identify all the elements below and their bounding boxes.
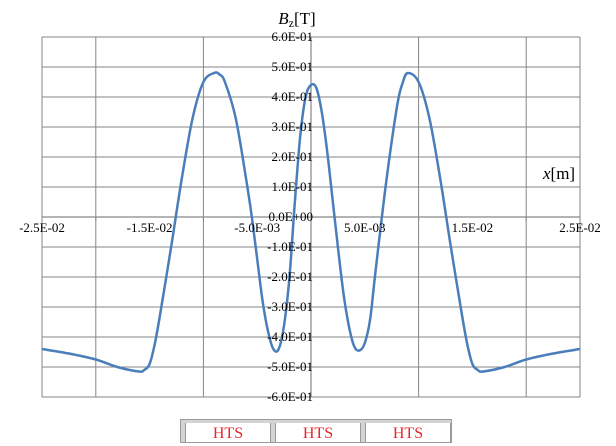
y-tick-label: -1.0E-01 [267,239,313,254]
x-tick-label: 1.5E-02 [452,220,494,235]
axes [42,36,580,398]
x-tick-label: -2.5E-02 [19,220,65,235]
y-tick-label: 6.0E-01 [271,29,313,44]
y-axis-unit: [T] [294,9,316,28]
y-tick-label: -5.0E-01 [267,359,313,374]
x-tick-label: 2.5E-02 [559,220,601,235]
series-line-bz [41,71,581,373]
y-tick-label: 0.0E+00 [268,209,313,224]
y-tick-label: 5.0E-01 [271,59,313,74]
y-tick-label: 1.0E-01 [271,179,313,194]
y-axis-variable: B [278,9,289,28]
x-tick-label: -1.5E-02 [127,220,173,235]
y-tick-label: 2.0E-01 [271,149,313,164]
x-tick-labels: -2.5E-02 -1.5E-02 -5.0E-03 5.0E-03 1.5E-02 2.… [19,220,601,235]
y-tick-label: -3.0E-01 [267,299,313,314]
hts-magnet-1: HTS [185,423,271,442]
y-tick-label: 4.0E-01 [271,89,313,104]
y-tick-label: -4.0E-01 [267,329,313,344]
hts-magnet-row: HTS HTS HTS [180,419,452,443]
x-tick-label: -5.0E-03 [234,220,280,235]
x-axis-title: x[m] [542,164,575,183]
hts-magnet-3: HTS [365,423,451,442]
y-tick-label: -2.0E-01 [267,269,313,284]
x-tick-label: 5.0E-03 [344,220,386,235]
x-axis-unit: [m] [551,164,576,183]
y-axis-subscript: z [289,16,294,30]
y-tick-labels: 6.0E-01 5.0E-01 4.0E-01 3.0E-01 2.0E-01 1.0E-… [267,29,313,404]
y-tick-label: 3.0E-01 [271,119,313,134]
hts-magnet-2: HTS [275,423,361,442]
x-axis-variable: x [542,164,551,183]
y-tick-label: -6.0E-01 [267,389,313,404]
y-axis-title: Bz[T] [278,9,315,30]
